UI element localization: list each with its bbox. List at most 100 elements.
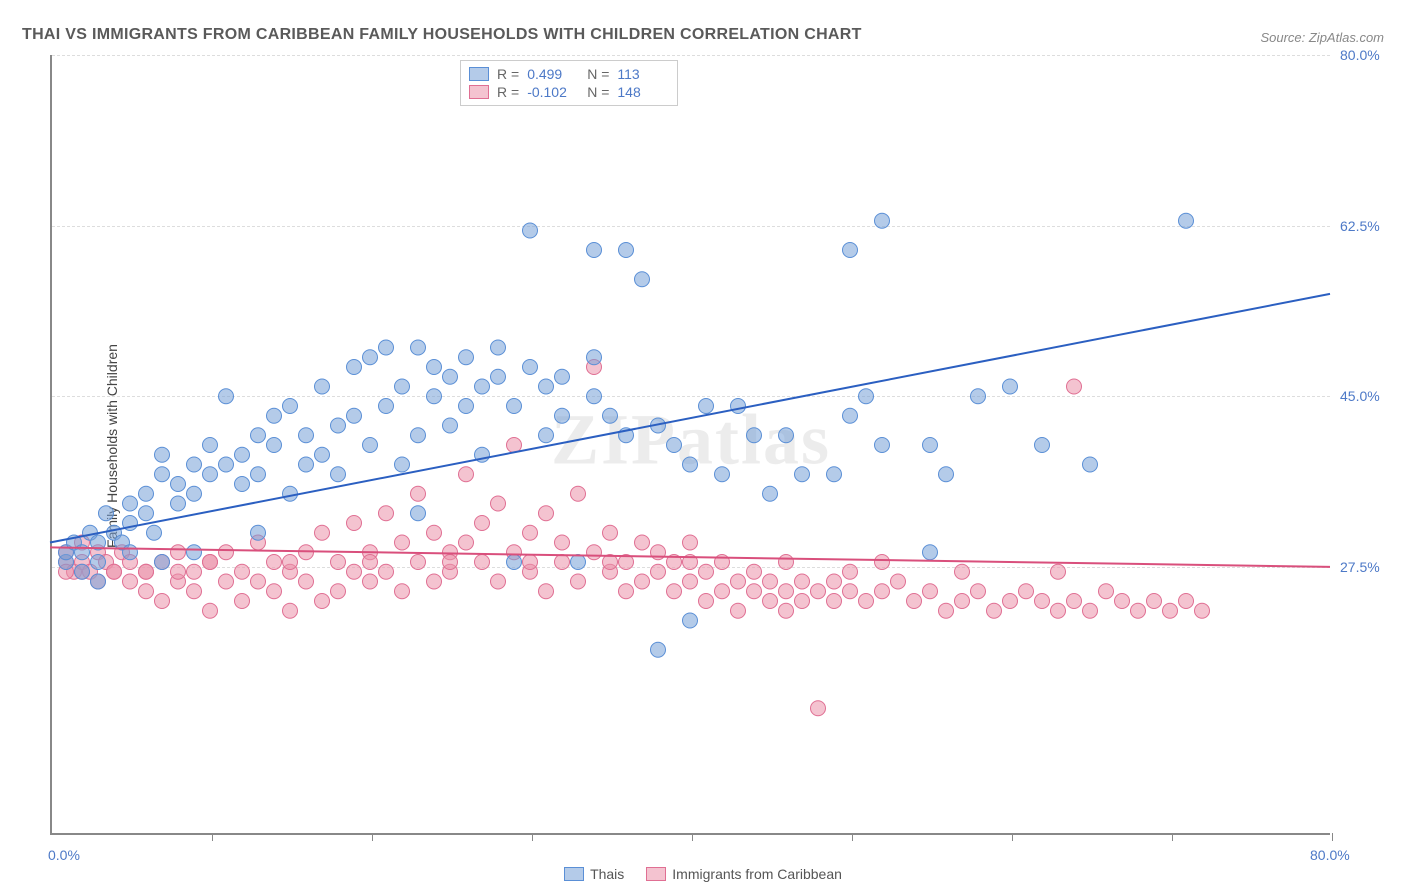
scatter-point-blue [875,213,890,228]
scatter-point-blue [299,428,314,443]
scatter-point-blue [731,399,746,414]
scatter-point-pink [395,535,410,550]
scatter-point-blue [939,467,954,482]
scatter-point-blue [411,428,426,443]
swatch-pink-icon [469,85,489,99]
scatter-point-pink [139,564,154,579]
scatter-point-pink [283,555,298,570]
scatter-point-pink [315,525,330,540]
scatter-point-pink [363,574,378,589]
scatter-point-blue [603,408,618,423]
scatter-point-pink [651,564,666,579]
x-tick-label-max: 80.0% [1310,847,1350,863]
scatter-point-blue [1035,438,1050,453]
scatter-point-pink [827,574,842,589]
scatter-point-blue [139,506,154,521]
scatter-point-blue [1003,379,1018,394]
swatch-blue-icon [469,67,489,81]
scatter-point-blue [859,389,874,404]
scatter-point-blue [315,379,330,394]
scatter-point-pink [587,545,602,560]
scatter-point-pink [779,555,794,570]
scatter-point-pink [795,594,810,609]
scatter-point-blue [683,457,698,472]
scatter-point-blue [683,613,698,628]
scatter-point-pink [363,555,378,570]
scatter-point-pink [923,584,938,599]
scatter-point-blue [923,545,938,560]
scatter-point-pink [203,555,218,570]
scatter-point-blue [155,467,170,482]
scatter-point-blue [347,360,362,375]
scatter-point-pink [427,574,442,589]
legend-item-pink: Immigrants from Caribbean [646,866,842,882]
scatter-point-pink [763,574,778,589]
scatter-point-blue [123,545,138,560]
scatter-point-blue [363,350,378,365]
scatter-point-blue [827,467,842,482]
scatter-point-pink [235,564,250,579]
scatter-point-pink [1067,594,1082,609]
scatter-point-blue [619,243,634,258]
scatter-point-blue [651,642,666,657]
scatter-point-blue [203,438,218,453]
scatter-point-pink [955,564,970,579]
scatter-point-blue [795,467,810,482]
scatter-point-blue [299,457,314,472]
scatter-point-blue [923,438,938,453]
chart-title: THAI VS IMMIGRANTS FROM CARIBBEAN FAMILY… [22,26,862,44]
scatter-point-blue [331,467,346,482]
scatter-point-blue [379,340,394,355]
y-tick-label: 80.0% [1340,47,1380,63]
scatter-point-blue [155,447,170,462]
scatter-point-blue [171,477,186,492]
scatter-point-pink [811,584,826,599]
scatter-point-blue [715,467,730,482]
scatter-point-blue [267,408,282,423]
scatter-point-pink [971,584,986,599]
scatter-point-pink [123,574,138,589]
stat-n-label: N = [587,66,609,82]
x-tick-label-min: 0.0% [48,847,80,863]
scatter-point-pink [379,564,394,579]
scatter-point-blue [395,457,410,472]
scatter-point-blue [427,389,442,404]
scatter-point-pink [1051,603,1066,618]
scatter-point-blue [667,438,682,453]
scatter-point-blue [427,360,442,375]
scatter-point-pink [747,564,762,579]
scatter-point-blue [235,447,250,462]
scatter-point-pink [267,584,282,599]
legend-swatch-pink-icon [646,867,666,881]
scatter-point-blue [747,428,762,443]
stats-row-pink: R = -0.102 N = 148 [469,83,669,101]
scatter-point-pink [1147,594,1162,609]
x-tick [1332,833,1333,841]
scatter-point-blue [699,399,714,414]
scatter-point-blue [555,408,570,423]
legend-label-pink: Immigrants from Caribbean [672,866,842,882]
scatter-point-pink [875,555,890,570]
scatter-point-pink [683,574,698,589]
scatter-point-blue [251,428,266,443]
scatter-point-pink [1115,594,1130,609]
scatter-point-pink [331,584,346,599]
legend-swatch-blue-icon [564,867,584,881]
scatter-point-blue [99,506,114,521]
scatter-point-pink [395,584,410,599]
scatter-point-pink [411,555,426,570]
scatter-point-pink [155,594,170,609]
legend-label-blue: Thais [590,866,624,882]
scatter-point-pink [555,535,570,550]
scatter-point-pink [1067,379,1082,394]
scatter-point-blue [203,467,218,482]
scatter-point-pink [859,594,874,609]
scatter-point-blue [411,340,426,355]
stat-n-label: N = [587,84,609,100]
scatter-point-blue [475,379,490,394]
scatter-point-pink [699,564,714,579]
scatter-point-blue [779,428,794,443]
scatter-point-pink [251,574,266,589]
stat-n-blue: 113 [617,66,669,82]
scatter-point-pink [1035,594,1050,609]
